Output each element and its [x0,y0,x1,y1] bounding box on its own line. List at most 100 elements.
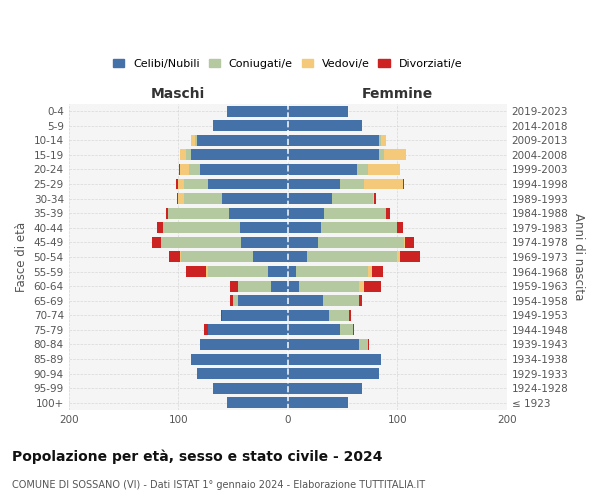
Bar [368,339,369,350]
Bar [320,222,397,233]
Bar [208,266,268,277]
Bar [287,106,348,117]
Bar [208,324,287,336]
Bar [186,150,191,160]
Bar [239,222,287,233]
Bar [178,178,184,190]
Text: Popolazione per età, sesso e stato civile - 2024: Popolazione per età, sesso e stato civil… [12,450,383,464]
Bar [319,237,404,248]
Bar [340,324,353,336]
Bar [403,178,404,190]
Bar [227,106,287,117]
Bar [169,252,181,262]
Bar [287,134,379,145]
Bar [181,150,186,160]
Bar [372,266,383,277]
Bar [287,310,329,321]
Bar [221,310,222,321]
Bar [186,266,206,277]
Text: Femmine: Femmine [362,87,433,101]
Bar [184,178,208,190]
Bar [200,164,287,175]
Bar [397,222,403,233]
Bar [230,280,238,291]
Bar [287,120,362,131]
Bar [353,324,355,336]
Bar [287,208,324,218]
Bar [169,208,229,218]
Bar [191,354,287,364]
Bar [356,164,368,175]
Bar [152,237,161,248]
Bar [287,252,307,262]
Bar [177,193,178,204]
Bar [184,193,222,204]
Bar [253,252,287,262]
Bar [229,208,287,218]
Bar [340,178,364,190]
Bar [368,266,372,277]
Bar [287,383,362,394]
Bar [227,398,287,408]
Bar [379,134,381,145]
Bar [368,164,400,175]
Bar [213,120,287,131]
Bar [178,193,184,204]
Bar [287,280,299,291]
Bar [287,164,356,175]
Bar [157,222,163,233]
Bar [233,295,238,306]
Bar [287,295,323,306]
Bar [176,178,178,190]
Y-axis label: Anni di nascita: Anni di nascita [572,214,585,300]
Bar [374,193,376,204]
Bar [241,237,287,248]
Bar [208,178,287,190]
Bar [386,208,389,218]
Bar [400,252,420,262]
Bar [166,208,169,218]
Bar [329,310,349,321]
Bar [191,134,194,145]
Legend: Celibi/Nubili, Coniugati/e, Vedovi/e, Divorziati/e: Celibi/Nubili, Coniugati/e, Vedovi/e, Di… [109,54,467,73]
Bar [287,266,296,277]
Y-axis label: Fasce di età: Fasce di età [15,222,28,292]
Bar [191,150,287,160]
Bar [287,193,331,204]
Bar [271,280,287,291]
Bar [206,266,208,277]
Bar [364,280,381,291]
Bar [296,266,368,277]
Bar [200,339,287,350]
Bar [287,368,379,379]
Bar [189,164,200,175]
Bar [238,280,271,291]
Bar [181,252,253,262]
Bar [397,252,400,262]
Bar [161,237,241,248]
Bar [222,310,287,321]
Bar [197,134,287,145]
Bar [331,193,373,204]
Bar [197,368,287,379]
Bar [181,164,189,175]
Text: COMUNE DI SOSSANO (VI) - Dati ISTAT 1° gennaio 2024 - Elaborazione TUTTITALIA.IT: COMUNE DI SOSSANO (VI) - Dati ISTAT 1° g… [12,480,425,490]
Bar [287,398,348,408]
Bar [238,295,287,306]
Bar [287,324,340,336]
Bar [287,178,340,190]
Bar [213,383,287,394]
Bar [205,324,208,336]
Bar [349,310,351,321]
Bar [381,134,386,145]
Bar [194,134,197,145]
Bar [379,150,384,160]
Bar [323,295,359,306]
Bar [404,237,405,248]
Bar [373,193,374,204]
Bar [230,295,233,306]
Bar [268,266,287,277]
Text: Maschi: Maschi [151,87,205,101]
Bar [287,222,320,233]
Bar [287,354,381,364]
